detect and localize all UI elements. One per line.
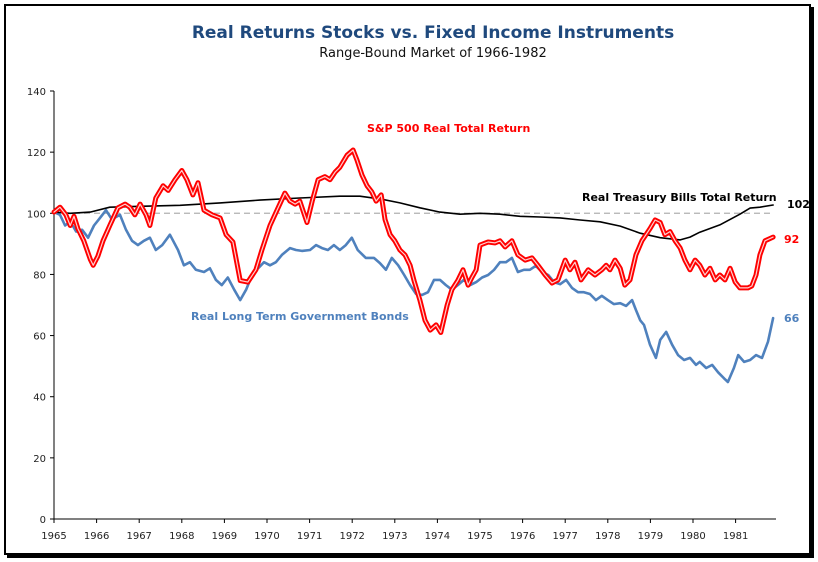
y-tick-label: 140: [27, 87, 46, 98]
y-tick-label: 120: [27, 148, 46, 159]
y-tick-label: 20: [33, 454, 46, 465]
y-axis: 0 20 40 60 80 100 120 140: [27, 87, 55, 526]
x-tick-label: 1970: [254, 531, 279, 542]
x-tick-label: 1977: [552, 531, 577, 542]
end-label-tbills: 102: [787, 198, 810, 211]
x-tick-label: 1980: [680, 531, 705, 542]
x-tick-label: 1979: [638, 531, 663, 542]
x-tick-label: 1976: [510, 531, 535, 542]
x-axis: 1965 1966 1967 1968 1969 1970 1971 1972 1973 1974…: [41, 518, 776, 542]
x-tick-label: 1971: [297, 531, 322, 542]
x-tick-label: 1981: [723, 531, 748, 542]
x-tick-label: 1974: [425, 531, 450, 542]
series-layer: [51, 147, 776, 384]
chart-subtitle: Range-Bound Market of 1966-1982: [319, 46, 547, 61]
y-tick-label: 80: [33, 270, 46, 281]
series-line-tbills: [53, 195, 774, 241]
end-label-sp500: 92: [784, 233, 799, 246]
annotation-bonds: Real Long Term Government Bonds: [191, 310, 409, 323]
series-line-sp500-outer: [51, 147, 776, 335]
x-tick-label: 1966: [84, 531, 109, 542]
x-tick-label: 1969: [212, 531, 237, 542]
x-tick-label: 1965: [41, 531, 66, 542]
annotation-tbills: Real Treasury Bills Total Return: [582, 191, 777, 204]
series-line-sp500-inner: [53, 149, 774, 334]
x-tick-label: 1968: [169, 531, 194, 542]
x-tick-label: 1973: [382, 531, 407, 542]
y-tick-label: 40: [33, 393, 46, 404]
y-tick-label: 60: [33, 332, 46, 343]
x-tick-label: 1975: [467, 531, 492, 542]
series-line-bonds: [52, 208, 775, 384]
end-label-bonds: 66: [784, 312, 800, 325]
x-tick-label: 1967: [126, 531, 151, 542]
x-tick-label: 1978: [595, 531, 620, 542]
x-tick-label: 1972: [339, 531, 364, 542]
chart-title: Real Returns Stocks vs. Fixed Income Ins…: [192, 23, 674, 43]
y-tick-label: 0: [40, 515, 46, 526]
y-tick-label: 100: [27, 209, 46, 220]
annotation-sp500: S&P 500 Real Total Return: [367, 122, 530, 135]
